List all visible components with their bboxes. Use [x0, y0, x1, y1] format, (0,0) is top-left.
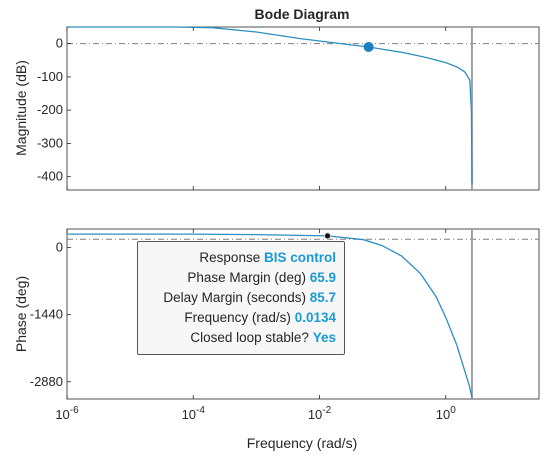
phase-x-ticks: 10-6 10-4 10-2 100 [55, 405, 456, 422]
magnitude-data-marker[interactable] [363, 41, 374, 52]
x-tick-label: 10-2 [308, 405, 332, 422]
magnitude-axes-box [66, 26, 540, 191]
datatip-response-row: Response BIS control [142, 248, 336, 268]
phase-y-ticks: 0 -1440 -2880 [30, 229, 447, 399]
y-tick-label: -100 [37, 69, 63, 84]
datatip-stable-label: Closed loop stable? [190, 330, 309, 345]
datatip-stable-value: Yes [312, 330, 336, 345]
magnitude-y-label: Magnitude (dB) [13, 60, 29, 156]
magnitude-y-ticks: 0 -100 -200 -300 -400 [37, 27, 447, 190]
datatip-stable-row: Closed loop stable? Yes [142, 328, 336, 348]
datatip-response-label: Response [199, 250, 261, 265]
datatip-frequency-row: Frequency (rad/s) 0.0134 [142, 308, 336, 328]
x-axis-label: Frequency (rad/s) [247, 435, 357, 451]
phase-margin-marker[interactable] [324, 232, 332, 240]
y-tick-label: -300 [37, 135, 63, 150]
datatip-delay-margin-value: 85.7 [309, 290, 336, 305]
datatip-phase-margin-label: Phase Margin (deg) [187, 270, 306, 285]
datatip-box: Response BIS control Phase Margin (deg) … [137, 241, 345, 355]
y-tick-label: -400 [37, 169, 63, 184]
datatip-frequency-label: Frequency (rad/s) [184, 310, 291, 325]
y-tick-label: 0 [56, 36, 63, 51]
x-tick-label: 10-6 [55, 405, 79, 422]
phase-curve [67, 233, 473, 399]
phase-y-label: Phase (deg) [13, 276, 29, 352]
datatip-response-value: BIS control [263, 250, 336, 265]
datatip-phase-margin-value: 65.9 [309, 270, 336, 285]
x-tick-label: 100 [436, 405, 456, 422]
datatip-delay-margin-label: Delay Margin (seconds) [163, 290, 306, 305]
datatip-phase-margin-row: Phase Margin (deg) 65.9 [142, 268, 336, 288]
y-tick-label: -1440 [30, 307, 63, 322]
y-tick-label: 0 [56, 240, 63, 255]
datatip-frequency-value: 0.0134 [294, 310, 336, 325]
magnitude-panel: 0 -100 -200 -300 -400 Magnitude (dB) [13, 26, 540, 191]
datatip-delay-margin-row: Delay Margin (seconds) 85.7 [142, 288, 336, 308]
y-tick-label: -2880 [30, 374, 63, 389]
chart-title: Bode Diagram [255, 6, 350, 22]
x-tick-label: 10-4 [182, 405, 206, 422]
y-tick-label: -200 [37, 102, 63, 117]
